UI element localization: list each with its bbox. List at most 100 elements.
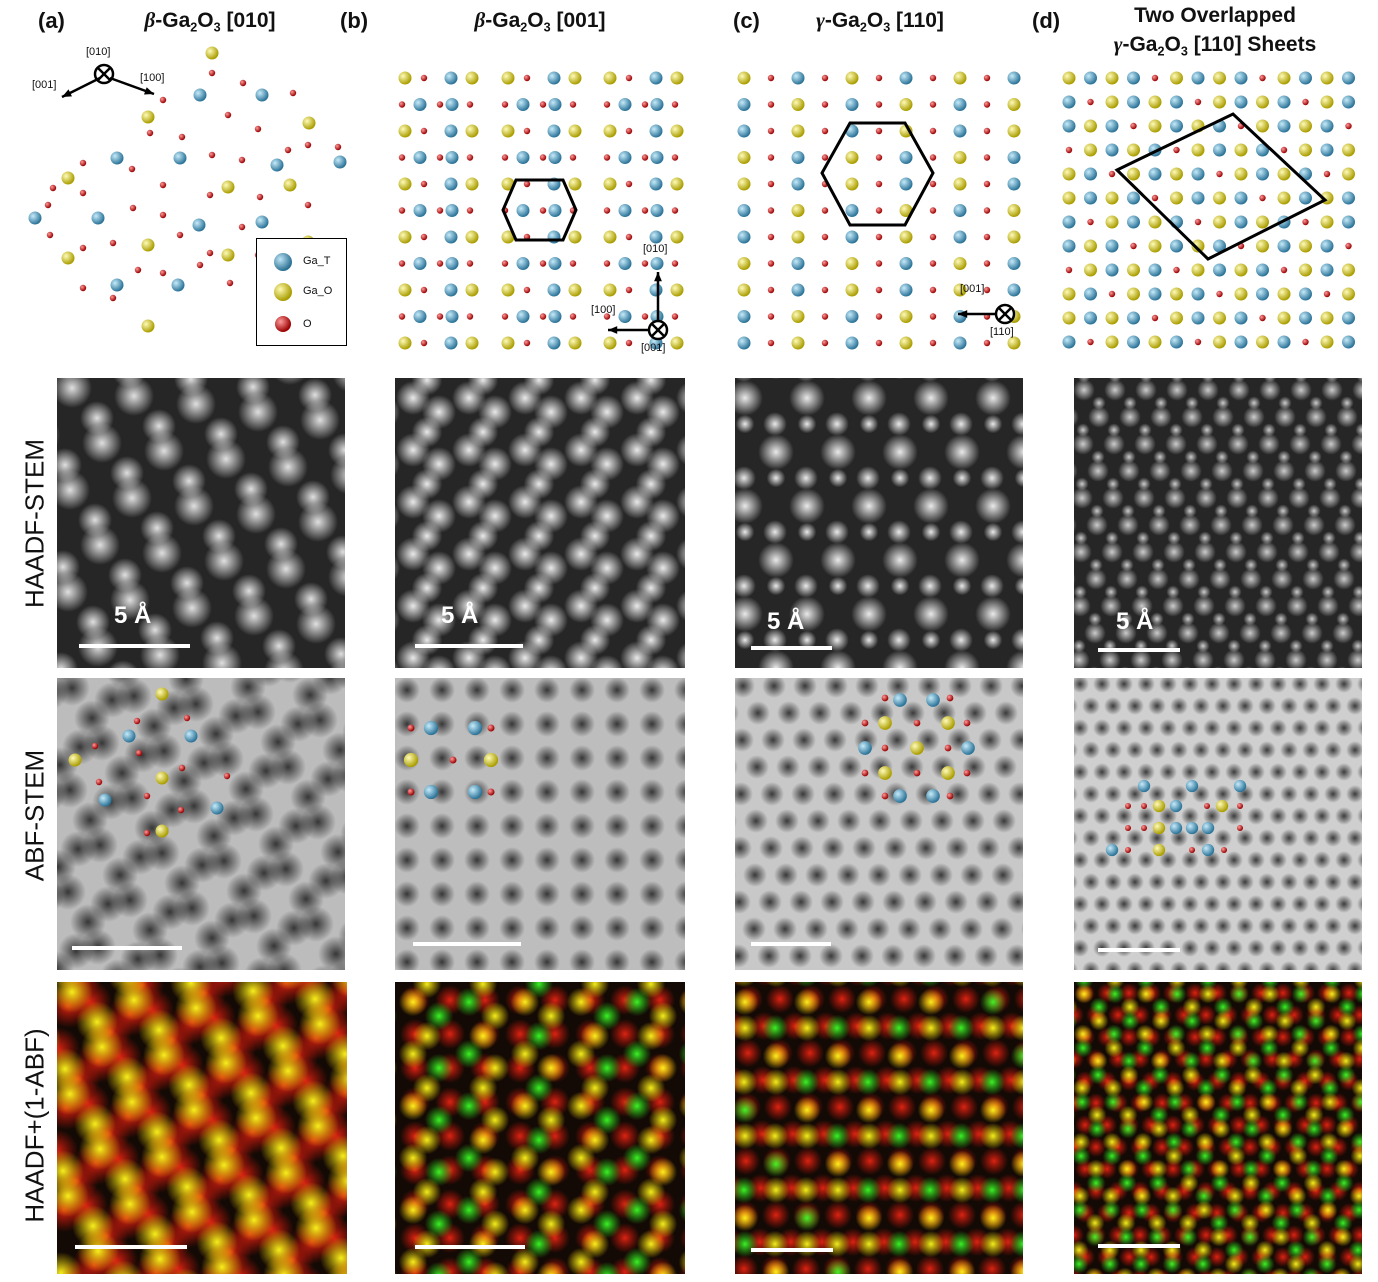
atom-column xyxy=(1334,514,1356,536)
yellow-column xyxy=(1211,1105,1231,1125)
atom-column xyxy=(820,434,856,470)
atom-column xyxy=(1225,719,1243,737)
atom-r xyxy=(1323,170,1331,178)
atom-o xyxy=(1320,215,1334,229)
yellow-column xyxy=(1193,1254,1213,1274)
atom-column xyxy=(792,728,816,752)
atom-t xyxy=(444,71,458,85)
atom-r xyxy=(1151,74,1159,82)
yellow-column xyxy=(824,1258,852,1274)
yellow-column xyxy=(1182,997,1202,1017)
atom-t xyxy=(737,204,751,217)
atom-t xyxy=(516,204,530,217)
atom-column xyxy=(1302,568,1324,590)
atom-t xyxy=(548,310,562,323)
atom-column xyxy=(833,378,843,380)
atom-r xyxy=(944,744,952,752)
structure-model-c xyxy=(730,60,1030,355)
yellow-column xyxy=(948,1176,976,1204)
atom-column xyxy=(1307,504,1321,518)
yellow-column xyxy=(1104,1038,1124,1058)
atom-o xyxy=(1127,167,1140,181)
red-column xyxy=(890,985,918,1013)
atom-r xyxy=(420,286,428,294)
row-label-abf: ABF-STEM xyxy=(19,749,50,882)
atom-t xyxy=(899,257,913,270)
atom-r xyxy=(1259,74,1266,82)
atom-r xyxy=(128,165,136,173)
atom-o xyxy=(603,336,617,350)
atom-o xyxy=(737,257,751,270)
atom-r xyxy=(284,146,292,154)
atom-column xyxy=(1335,895,1353,913)
atom-column xyxy=(1074,649,1090,668)
atom-t xyxy=(444,336,458,350)
atom-column xyxy=(828,468,848,488)
atom-column xyxy=(1181,678,1199,693)
yellow-column xyxy=(1337,997,1357,1017)
atom-r xyxy=(929,260,937,267)
red-column xyxy=(680,1022,685,1046)
yellow-column xyxy=(1335,1105,1355,1125)
atom-column xyxy=(270,749,306,785)
atom-column xyxy=(1104,961,1122,970)
atom-column xyxy=(534,915,560,941)
atom-o xyxy=(1191,143,1205,157)
yellow-column xyxy=(1147,1213,1167,1233)
atom-t xyxy=(444,230,458,244)
atom-o xyxy=(845,151,859,164)
yellow-column xyxy=(981,982,1003,988)
atom-column xyxy=(1322,531,1336,545)
atom-t xyxy=(255,215,269,229)
yellow-column xyxy=(622,1195,652,1225)
red-column xyxy=(828,985,856,1013)
atom-column xyxy=(901,701,925,725)
atom-r xyxy=(407,788,415,796)
atom-t xyxy=(1105,843,1119,857)
atom-o xyxy=(1277,287,1291,301)
atom-column xyxy=(757,944,781,968)
atom-column xyxy=(1099,649,1121,668)
atom-column xyxy=(1302,785,1320,803)
atom-t xyxy=(1084,71,1097,85)
atom-column xyxy=(1225,763,1243,781)
atom-column xyxy=(1280,785,1298,803)
atom-column xyxy=(1181,807,1199,825)
yellow-column xyxy=(1194,1200,1214,1220)
atom-t xyxy=(445,310,459,323)
atom-column xyxy=(859,414,879,434)
yellow-column xyxy=(762,1150,790,1178)
yellow-column xyxy=(1304,1105,1324,1125)
atom-column xyxy=(952,576,972,596)
atom-column xyxy=(569,881,595,907)
atom-column xyxy=(789,488,825,524)
atom-column xyxy=(963,701,987,725)
yellow-column xyxy=(886,1042,914,1070)
atom-column xyxy=(746,701,770,725)
atom-r xyxy=(1173,266,1180,274)
atom-column xyxy=(1291,895,1309,913)
atom-t xyxy=(618,204,632,217)
yellow-column xyxy=(1088,1051,1108,1071)
atom-column xyxy=(1247,807,1265,825)
atom-column xyxy=(1130,649,1152,668)
yellow-column xyxy=(1271,1227,1291,1247)
atom-r xyxy=(767,101,775,108)
atom-column xyxy=(735,596,763,632)
atom-column xyxy=(899,809,923,833)
yellow-column xyxy=(1165,1078,1185,1098)
yellow-column xyxy=(1320,1092,1340,1112)
structure-model-a-svg xyxy=(28,46,347,333)
atom-r xyxy=(861,769,869,777)
atom-column xyxy=(1192,741,1210,759)
atom-column xyxy=(1104,697,1122,715)
atom-column xyxy=(1211,460,1233,482)
atom-column xyxy=(396,381,430,415)
atom-column xyxy=(1313,851,1331,869)
yellow-column xyxy=(1074,1165,1075,1173)
yellow-column xyxy=(1087,1119,1107,1139)
yellow-column xyxy=(1118,1105,1138,1125)
atom-column xyxy=(898,863,922,887)
atom-column xyxy=(836,863,860,887)
atom-column xyxy=(534,881,560,907)
